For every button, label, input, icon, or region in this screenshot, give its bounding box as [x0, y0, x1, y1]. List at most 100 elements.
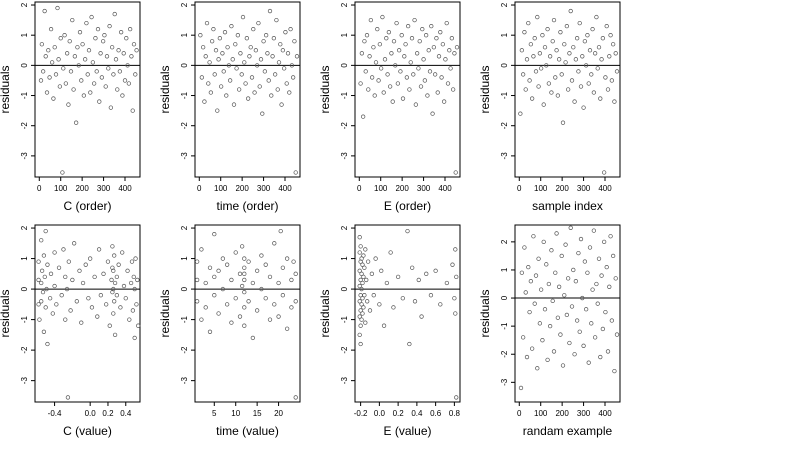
- data-point: [213, 48, 219, 53]
- data-point: [73, 120, 79, 125]
- data-point: [77, 30, 83, 35]
- data-point: [364, 277, 369, 283]
- data-point: [589, 72, 594, 77]
- data-point: [267, 317, 273, 322]
- data-point: [289, 63, 295, 68]
- data-point: [66, 259, 71, 264]
- data-point: [564, 23, 570, 29]
- data-point: [240, 14, 246, 20]
- data-point: [54, 302, 59, 307]
- data-point: [365, 259, 371, 264]
- data-point: [257, 84, 262, 89]
- data-point: [270, 54, 275, 59]
- data-point: [610, 253, 616, 259]
- data-point: [229, 320, 234, 325]
- data-point: [365, 299, 370, 304]
- data-point: [426, 48, 431, 53]
- data-point: [369, 271, 375, 276]
- data-point: [373, 256, 378, 261]
- x-axis-label: E (order): [384, 199, 431, 213]
- data-point: [600, 36, 606, 41]
- data-point: [359, 286, 364, 292]
- data-point: [418, 84, 424, 89]
- data-point: [572, 99, 577, 104]
- data-point: [121, 283, 127, 289]
- x-tick-label: 200: [555, 184, 569, 193]
- x-tick-label: 0.4: [411, 409, 423, 418]
- data-point: [133, 72, 138, 77]
- data-point: [444, 280, 450, 286]
- data-point: [443, 57, 448, 62]
- data-point: [450, 87, 456, 92]
- data-point: [272, 72, 278, 77]
- data-point: [247, 54, 252, 59]
- data-point: [422, 78, 428, 83]
- data-point: [130, 108, 135, 113]
- data-point: [592, 335, 598, 340]
- data-point: [279, 102, 284, 107]
- data-point: [269, 93, 274, 98]
- data-point: [93, 36, 98, 41]
- y-tick-label: -1: [180, 91, 189, 99]
- x-tick-label: 400: [598, 409, 612, 418]
- data-point: [220, 256, 226, 261]
- data-point: [134, 302, 139, 307]
- data-point: [614, 332, 620, 337]
- data-point: [538, 66, 544, 71]
- data-point: [405, 228, 410, 234]
- data-point: [242, 60, 247, 65]
- data-point: [242, 323, 247, 328]
- x-axis-label: sample index: [532, 199, 603, 213]
- data-point: [281, 66, 287, 71]
- data-point: [554, 231, 559, 236]
- data-point: [283, 30, 288, 35]
- data-point: [224, 93, 229, 98]
- data-point: [598, 354, 603, 360]
- y-tick-label: 1: [340, 32, 349, 37]
- y-tick-label: -3: [340, 377, 349, 385]
- data-point: [357, 235, 362, 240]
- data-point: [605, 349, 611, 354]
- data-point: [586, 360, 591, 365]
- data-point: [545, 27, 550, 32]
- data-point: [59, 293, 64, 298]
- x-tick-label: 5: [212, 409, 217, 418]
- x-axis-label: time (value): [216, 424, 279, 438]
- data-point: [388, 250, 393, 255]
- data-point: [225, 45, 230, 50]
- data-point: [582, 39, 588, 44]
- data-point: [72, 241, 77, 246]
- y-tick-label: -3: [20, 377, 29, 385]
- data-point: [438, 302, 443, 307]
- data-point: [357, 314, 362, 319]
- data-point: [135, 277, 140, 283]
- data-point: [133, 256, 138, 261]
- data-point: [395, 274, 401, 280]
- data-point: [111, 72, 116, 77]
- x-tick-label: 15: [253, 409, 262, 418]
- data-point: [131, 42, 137, 47]
- data-point: [595, 301, 600, 306]
- y-tick-label: -3: [500, 152, 509, 160]
- data-point: [291, 259, 296, 264]
- data-point: [212, 274, 217, 280]
- x-tick-label: 400: [278, 184, 292, 193]
- data-point: [614, 69, 620, 74]
- data-point: [547, 54, 553, 59]
- data-point: [429, 23, 434, 29]
- data-point: [568, 8, 573, 14]
- data-point: [230, 57, 235, 62]
- plot-frame: [194, 224, 301, 403]
- data-point: [122, 78, 128, 83]
- data-point: [265, 51, 270, 56]
- data-point: [544, 63, 549, 68]
- y-tick-label: -1: [20, 316, 29, 324]
- data-point: [361, 305, 366, 310]
- data-point: [91, 81, 97, 86]
- data-point: [44, 286, 49, 292]
- data-point: [92, 274, 97, 280]
- data-point: [208, 90, 214, 95]
- y-tick-label: -2: [20, 346, 29, 354]
- data-point: [550, 298, 555, 304]
- data-point: [136, 323, 141, 328]
